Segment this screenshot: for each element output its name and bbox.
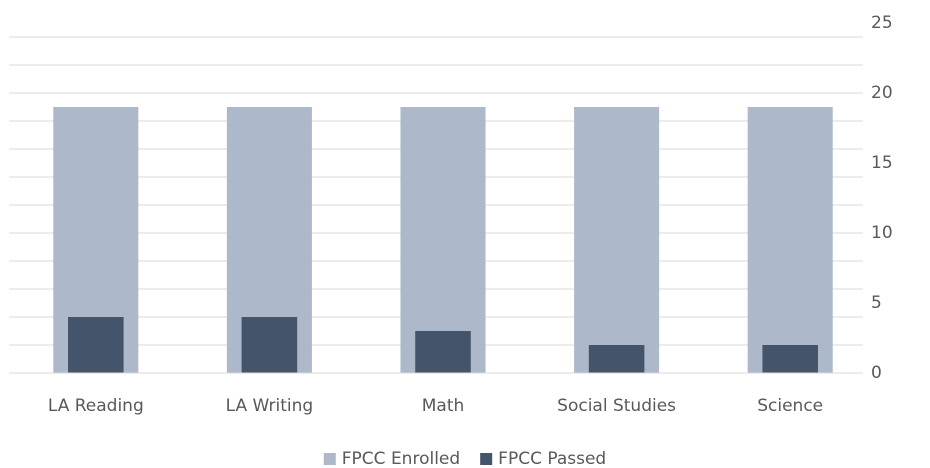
bar	[747, 107, 833, 373]
x-tick-label: LA Reading	[48, 396, 144, 416]
y-tick-label: 5	[871, 293, 882, 313]
x-tick-label: Social Studies	[557, 396, 676, 416]
y-tick-label: 0	[871, 363, 882, 383]
legend-swatch	[480, 453, 493, 465]
bar	[68, 317, 124, 373]
y-tick-label: 20	[871, 83, 893, 103]
bar	[574, 107, 660, 373]
bar	[241, 317, 298, 373]
legend-label: FPCC Enrolled	[342, 449, 460, 468]
x-tick-label: LA Writing	[226, 396, 314, 416]
bar	[762, 345, 818, 373]
x-tick-label: Math	[422, 396, 465, 416]
bar	[400, 107, 486, 373]
legend-label: FPCC Passed	[498, 449, 606, 468]
x-tick-label: Science	[757, 396, 823, 416]
y-tick-label: 15	[871, 153, 893, 173]
bar	[415, 331, 471, 373]
legend-swatch	[323, 453, 336, 465]
y-tick-label: 25	[871, 13, 893, 33]
y-tick-label: 10	[871, 223, 893, 243]
bar	[588, 345, 645, 373]
